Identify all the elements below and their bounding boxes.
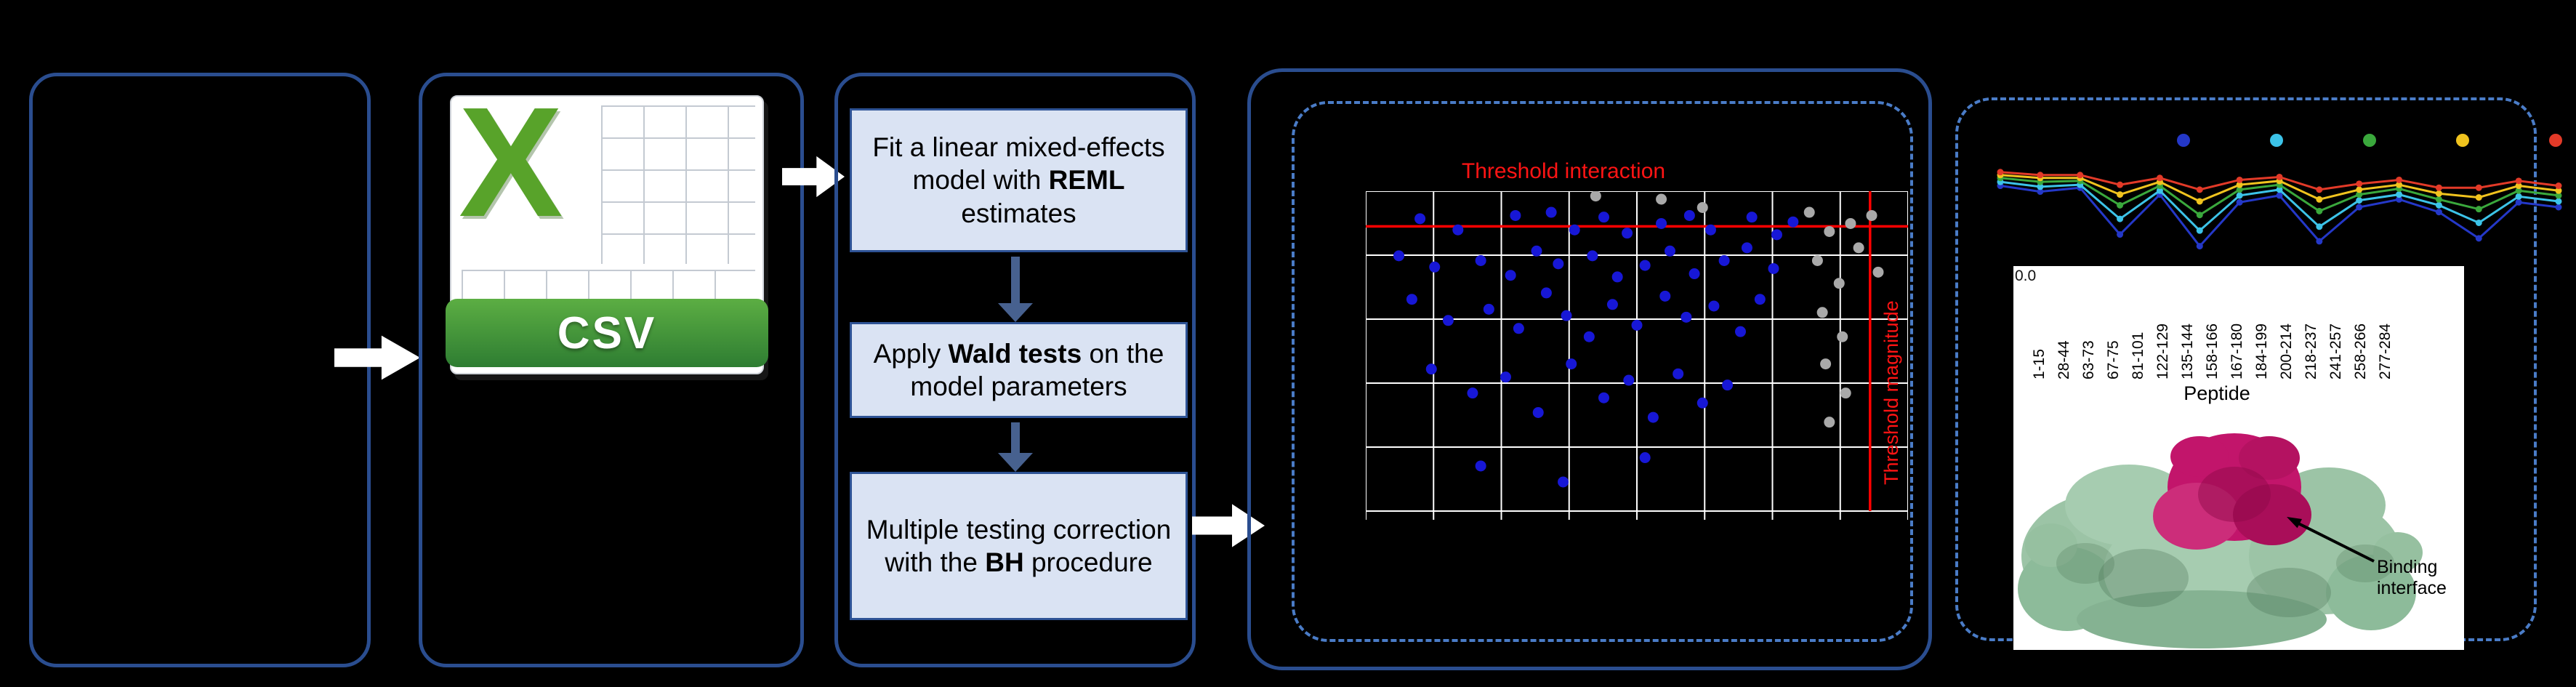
- peptide-tick-label: 122-129: [2154, 323, 2171, 379]
- flow-arrow-down-2-icon: [1010, 422, 1020, 453]
- panel-model-steps: Fit a linear mixed-effects model with RE…: [834, 73, 1196, 667]
- peptide-tick-label: 218-237: [2303, 323, 2319, 379]
- peptide-structure-image: 0.0 1-15 28-44 63-73 67-75 81-101 122-129 135-…: [2013, 266, 2464, 650]
- step-reml-box: Fit a linear mixed-effects model with RE…: [850, 108, 1188, 252]
- csv-banner-label: CSV: [446, 299, 768, 367]
- step1-bold: REML: [1048, 165, 1125, 196]
- peptide-tick-labels: 1-15 28-44 63-73 67-75 81-101 122-129 135-144 1…: [2031, 270, 2400, 381]
- panel-input: [29, 73, 371, 667]
- spreadsheet-grid-top: [601, 105, 755, 264]
- peptide-tick-label: 28-44: [2056, 340, 2072, 379]
- threshold-scatter-plot: [1365, 190, 1909, 523]
- peptide-tick-label: 241-257: [2327, 323, 2344, 379]
- peptide-tick-label: 135-144: [2179, 323, 2196, 379]
- legend-dot-icon: [2363, 134, 2376, 147]
- binding-arrow-icon: [2287, 517, 2375, 563]
- csv-file-icon: X CSV: [446, 74, 768, 374]
- timepoint-legend: [2177, 134, 2562, 147]
- step1-post: estimates: [961, 198, 1076, 228]
- step-wald-box: Apply Wald tests on the model parameters: [850, 322, 1188, 418]
- binding-interface-label: Binding interface: [2377, 557, 2447, 598]
- protein-structure: [2018, 433, 2423, 648]
- legend-dot-icon: [2549, 134, 2562, 147]
- flow-arrow-down-1-icon: [1010, 257, 1020, 303]
- uptake-axis-zero-label: 0.0: [2015, 268, 2037, 284]
- scatter-side-label: Threshold magnitude: [1880, 300, 1902, 485]
- step-reml-text: Fit a linear mixed-effects model with RE…: [861, 131, 1177, 229]
- peptide-tick-label: 158-166: [2204, 323, 2221, 379]
- peptide-tick-label: 184-199: [2253, 323, 2270, 379]
- excel-x-logo: X: [459, 74, 563, 249]
- uptake-line-chart: [1993, 150, 2566, 266]
- peptide-axis-label: Peptide: [2183, 382, 2250, 404]
- peptide-tick-label: 1-15: [2031, 348, 2048, 379]
- peptide-tick-label: 67-75: [2105, 340, 2122, 379]
- scatter-svg: [1365, 190, 1909, 520]
- panel-scatter-results: Threshold interaction Threshold magnitud…: [1247, 68, 1932, 670]
- step3-pre: Multiple testing correction with the: [866, 514, 1172, 577]
- binding-site-highlight: [2153, 433, 2311, 550]
- peptide-tick-label: 167-180: [2229, 323, 2245, 379]
- peptide-tick-label: 277-284: [2377, 323, 2394, 379]
- step-bh-text: Multiple testing correction with the BH …: [861, 513, 1177, 579]
- panel-csv-file: X CSV: [419, 73, 804, 667]
- peptide-tick-label: 200-214: [2278, 323, 2295, 379]
- step1-pre: Fit a linear mixed-effects model with: [872, 132, 1165, 196]
- peptide-tick-label: 258-266: [2352, 323, 2369, 379]
- step2-pre: Apply: [873, 338, 949, 369]
- peptide-tick-label: 81-101: [2130, 332, 2146, 379]
- legend-dot-icon: [2456, 134, 2469, 147]
- peptide-tick-label: 63-73: [2080, 340, 2097, 379]
- scatter-title: Threshold interaction: [1461, 159, 1666, 183]
- uptake-svg: [1997, 169, 2562, 250]
- step2-bold: Wald tests: [948, 338, 1082, 369]
- legend-dot-icon: [2177, 134, 2190, 147]
- step2-post: on the model parameters: [910, 338, 1164, 401]
- step3-bold: BH: [985, 547, 1024, 577]
- legend-dot-icon: [2270, 134, 2283, 147]
- dashed-frame-scatter: [1292, 101, 1913, 642]
- step3-post: procedure: [1023, 547, 1153, 577]
- step-wald-text: Apply Wald tests on the model parameters: [861, 337, 1177, 403]
- step-bh-box: Multiple testing correction with the BH …: [850, 472, 1188, 620]
